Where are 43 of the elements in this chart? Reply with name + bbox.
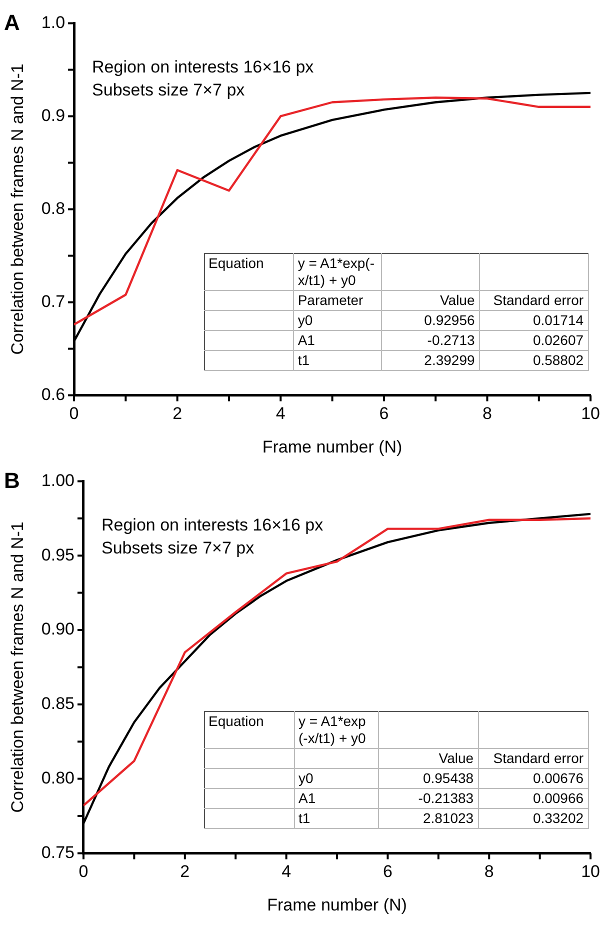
x-tick-label: 8: [484, 862, 494, 882]
x-axis-title: Frame number (N): [267, 895, 407, 914]
y-tick-label: 0.9: [41, 106, 66, 125]
annotation: Subsets size 7×7 px: [101, 538, 255, 558]
y-axis-title: Correlation between frames N and N-1: [8, 522, 27, 813]
x-axis-title: Frame number (N): [262, 437, 402, 456]
chart-title: A: [4, 10, 20, 36]
x-tick-label: 4: [282, 862, 292, 882]
y-tick-label: 0.6: [41, 384, 66, 404]
y-tick-label: 0.80: [41, 768, 74, 788]
y-tick-label: 0.75: [41, 842, 74, 862]
x-tick-label: 2: [172, 404, 182, 424]
text: Equation y = A1*exp (-x/t1) + y0: [208, 713, 366, 746]
text: y0 0.92956 0.01714: [298, 312, 584, 328]
y-tick-label: 0.85: [41, 694, 74, 714]
y-axis-title: Correlation between frames N and N-1: [8, 64, 27, 355]
text: Value Standard error: [438, 750, 584, 766]
text: A1 -0.2713 0.02607: [298, 332, 584, 348]
x-tick-label: 10: [581, 862, 600, 882]
annotation: Region on interests 16×16 px: [101, 515, 324, 534]
y-tick-label: 0.90: [41, 620, 74, 639]
x-tick-label: 0: [69, 404, 79, 424]
y-tick-label: 0.95: [41, 545, 74, 564]
text: Parameter Value Standard error: [298, 292, 584, 308]
x-tick-label: 6: [379, 404, 389, 424]
annotation: Subsets size 7×7 px: [92, 80, 246, 100]
text: Equation y = A1*exp(-x/t1) + y0: [208, 255, 374, 288]
y-tick-label: 1.00: [41, 470, 74, 490]
x-tick-label: 8: [482, 404, 492, 424]
x-tick-label: 2: [180, 862, 190, 882]
text: A1 -0.21383 0.00966: [298, 790, 584, 806]
x-tick-label: 10: [581, 404, 600, 424]
text: y0 0.95438 0.00676: [298, 770, 584, 786]
text: t1 2.81023 0.33202: [298, 810, 584, 826]
x-tick-label: 6: [382, 862, 392, 882]
chart-title: B: [4, 468, 20, 494]
y-tick-label: 0.7: [41, 292, 66, 311]
y-tick-label: 0.8: [41, 198, 66, 218]
x-tick-label: 4: [276, 404, 286, 424]
annotation: Region on interests 16×16 px: [92, 57, 314, 76]
text: t1 2.39299 0.58802: [298, 352, 584, 368]
y-tick-label: 1.0: [41, 12, 66, 32]
x-tick-label: 0: [78, 862, 88, 882]
